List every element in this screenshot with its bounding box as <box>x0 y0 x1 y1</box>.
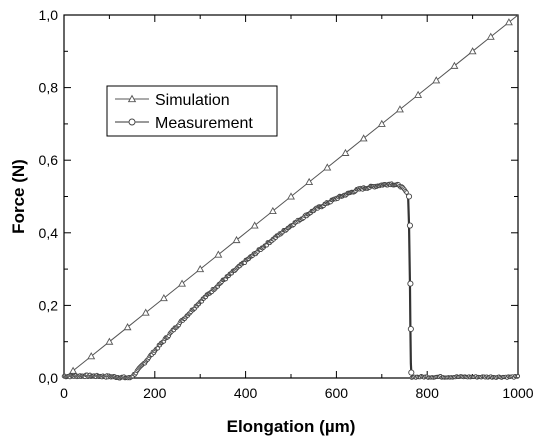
simulation-point <box>486 32 495 40</box>
simulation-point <box>268 206 277 215</box>
simulation-point <box>305 177 314 185</box>
simulation-point <box>196 264 205 273</box>
x-tick-label: 1000 <box>502 385 533 401</box>
simulation-point <box>105 337 114 345</box>
simulation-point <box>359 134 368 142</box>
simulation-point <box>504 18 513 26</box>
measurement-drop-point <box>407 280 414 287</box>
simulation-point <box>468 47 477 55</box>
x-tick-label: 200 <box>143 385 167 401</box>
simulation-point <box>450 61 459 69</box>
legend-box <box>106 85 278 137</box>
simulation-point <box>141 308 150 316</box>
y-tick-label: 1,0 <box>39 7 59 23</box>
x-tick-label: 800 <box>416 385 440 401</box>
simulation-point <box>323 163 332 171</box>
axis-ticks: 0 200 400 600 800 1000 0,0 0,2 0,4 0,6 0,8 1,0 <box>39 7 534 401</box>
y-axis-title: Force (N) <box>9 159 28 234</box>
simulation-point <box>395 105 404 113</box>
measurement-drop-point <box>406 222 413 229</box>
measurement-drop-point <box>407 325 414 333</box>
simulation-point <box>341 148 350 156</box>
measurement-drop-point <box>405 193 413 200</box>
measurement-dense-markers <box>61 181 521 381</box>
legend-measurement-marker <box>128 118 136 126</box>
simulation-point <box>232 235 241 244</box>
simulation-point <box>432 76 441 84</box>
simulation-point <box>69 366 78 374</box>
y-tick-label: 0,6 <box>39 152 59 168</box>
simulation-point <box>250 221 259 229</box>
x-tick-label: 0 <box>60 385 68 401</box>
measurement-point <box>404 190 409 195</box>
measurement-drop-point <box>408 369 415 376</box>
simulation-point <box>178 279 187 287</box>
simulation-point <box>377 119 386 127</box>
y-tick-label: 0,8 <box>39 80 59 96</box>
y-tick-label: 0,0 <box>39 370 59 386</box>
measurement-point <box>515 374 521 379</box>
y-tick-label: 0,2 <box>39 297 59 313</box>
series-layer <box>61 14 521 381</box>
x-tick-label: 600 <box>325 385 349 401</box>
simulation-point <box>87 352 96 360</box>
simulation-point <box>214 250 223 258</box>
legend: Simulation Measurement <box>106 85 278 137</box>
simulation-point <box>159 294 168 302</box>
x-tick-label: 400 <box>234 385 258 401</box>
y-tick-label: 0,4 <box>39 225 59 241</box>
legend-simulation-marker <box>127 94 137 103</box>
measurement-series-line <box>63 182 518 380</box>
legend-simulation-label: Simulation <box>155 92 230 109</box>
simulation-point <box>123 323 132 331</box>
x-axis-title: Elongation (µm) <box>227 417 356 436</box>
simulation-point <box>414 90 423 98</box>
legend-measurement-label: Measurement <box>155 115 253 132</box>
simulation-point <box>287 192 295 200</box>
